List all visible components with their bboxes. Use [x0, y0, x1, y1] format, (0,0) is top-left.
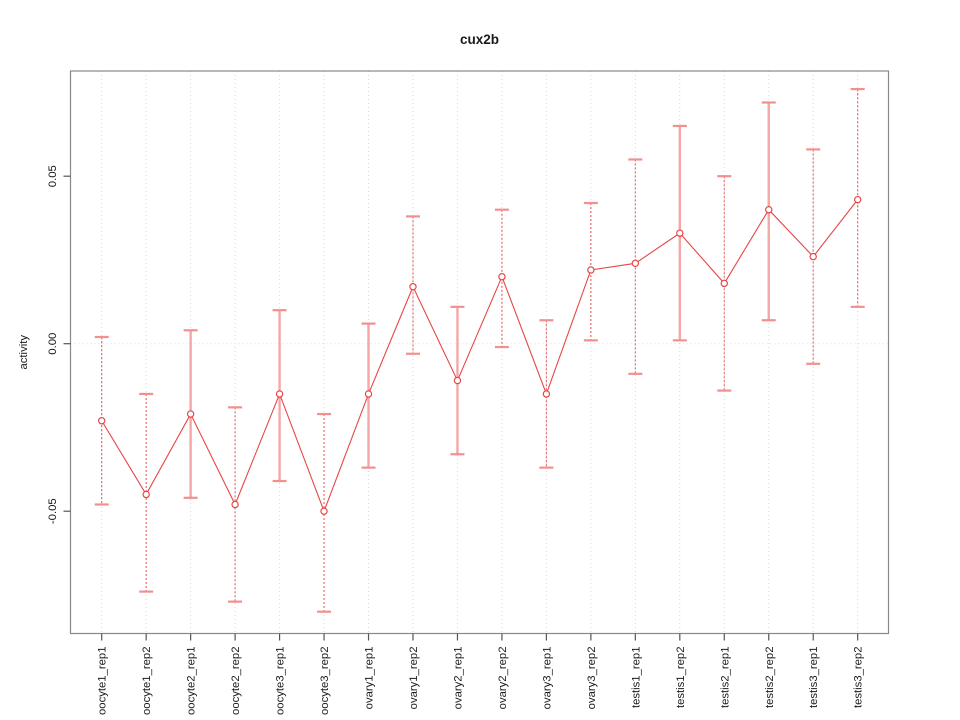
x-tick-label: oocyte2_rep1: [186, 647, 198, 715]
x-tick-label: oocyte2_rep2: [230, 647, 242, 715]
x-tick-label: oocyte1_rep2: [141, 647, 153, 715]
data-point-marker: [631, 259, 640, 267]
data-point-marker: [320, 507, 328, 515]
data-point-marker: [97, 417, 106, 425]
data-point-marker: [231, 500, 239, 509]
y-tick-label: -0.05: [47, 498, 59, 524]
data-point-marker: [587, 266, 595, 274]
x-tick-label: ovary2_rep2: [497, 647, 509, 710]
chart-title: cux2b: [460, 32, 499, 47]
x-tick-label: testis3_rep2: [853, 647, 865, 709]
x-tick-label: testis3_rep1: [808, 647, 820, 709]
data-point-marker: [498, 273, 506, 281]
data-point-marker: [453, 376, 462, 385]
data-point-marker: [853, 195, 862, 204]
axes-layer: 0.05 0.00 -0.05 oocyte1_rep1 oocyte1_rep2 ooc…: [47, 70, 890, 715]
data-point-marker: [364, 390, 373, 398]
data-point-marker: [720, 279, 728, 288]
data-point-marker: [765, 205, 773, 214]
series-line: [101, 199, 859, 513]
data-point-marker: [186, 410, 195, 418]
x-tick-label: ovary3_rep1: [541, 647, 553, 710]
data-series: [94, 87, 865, 613]
y-tick-label: 0.00: [47, 333, 59, 355]
x-tick-label: oocyte3_rep2: [319, 647, 331, 715]
data-point-marker: [809, 252, 817, 261]
data-point-marker: [676, 229, 684, 237]
data-point-marker: [142, 490, 150, 499]
x-tick-label: ovary3_rep2: [586, 647, 598, 710]
x-tick-label: ovary1_rep2: [408, 647, 420, 710]
x-tick-label: testis1_rep2: [675, 647, 687, 709]
x-tick-label: oocyte3_rep1: [275, 647, 287, 715]
data-point-marker: [409, 283, 417, 291]
x-tick-label: ovary1_rep1: [364, 647, 376, 710]
x-tick-label: testis2_rep1: [719, 647, 731, 709]
x-tick-label: oocyte1_rep1: [97, 647, 109, 715]
plot-border: [69, 70, 890, 635]
x-tick-label: ovary2_rep1: [452, 647, 464, 710]
x-tick-label: testis2_rep2: [764, 647, 776, 709]
grid-layer: [70, 71, 889, 634]
data-point-marker: [275, 390, 284, 398]
data-point-marker: [542, 390, 551, 398]
y-axis-label: activity: [18, 335, 30, 370]
y-tick-label: 0.05: [47, 165, 59, 187]
x-tick-label: testis1_rep1: [630, 647, 642, 709]
